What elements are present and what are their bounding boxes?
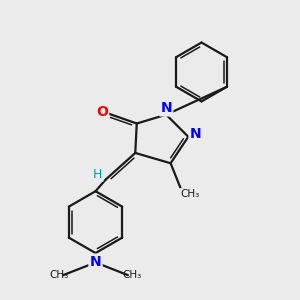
Text: N: N — [160, 101, 172, 115]
Text: N: N — [190, 127, 202, 141]
Text: H: H — [93, 168, 102, 181]
Text: CH₃: CH₃ — [180, 189, 200, 199]
Text: N: N — [90, 255, 101, 269]
Text: CH₃: CH₃ — [49, 270, 68, 280]
Text: O: O — [96, 105, 108, 119]
Text: CH₃: CH₃ — [123, 270, 142, 280]
